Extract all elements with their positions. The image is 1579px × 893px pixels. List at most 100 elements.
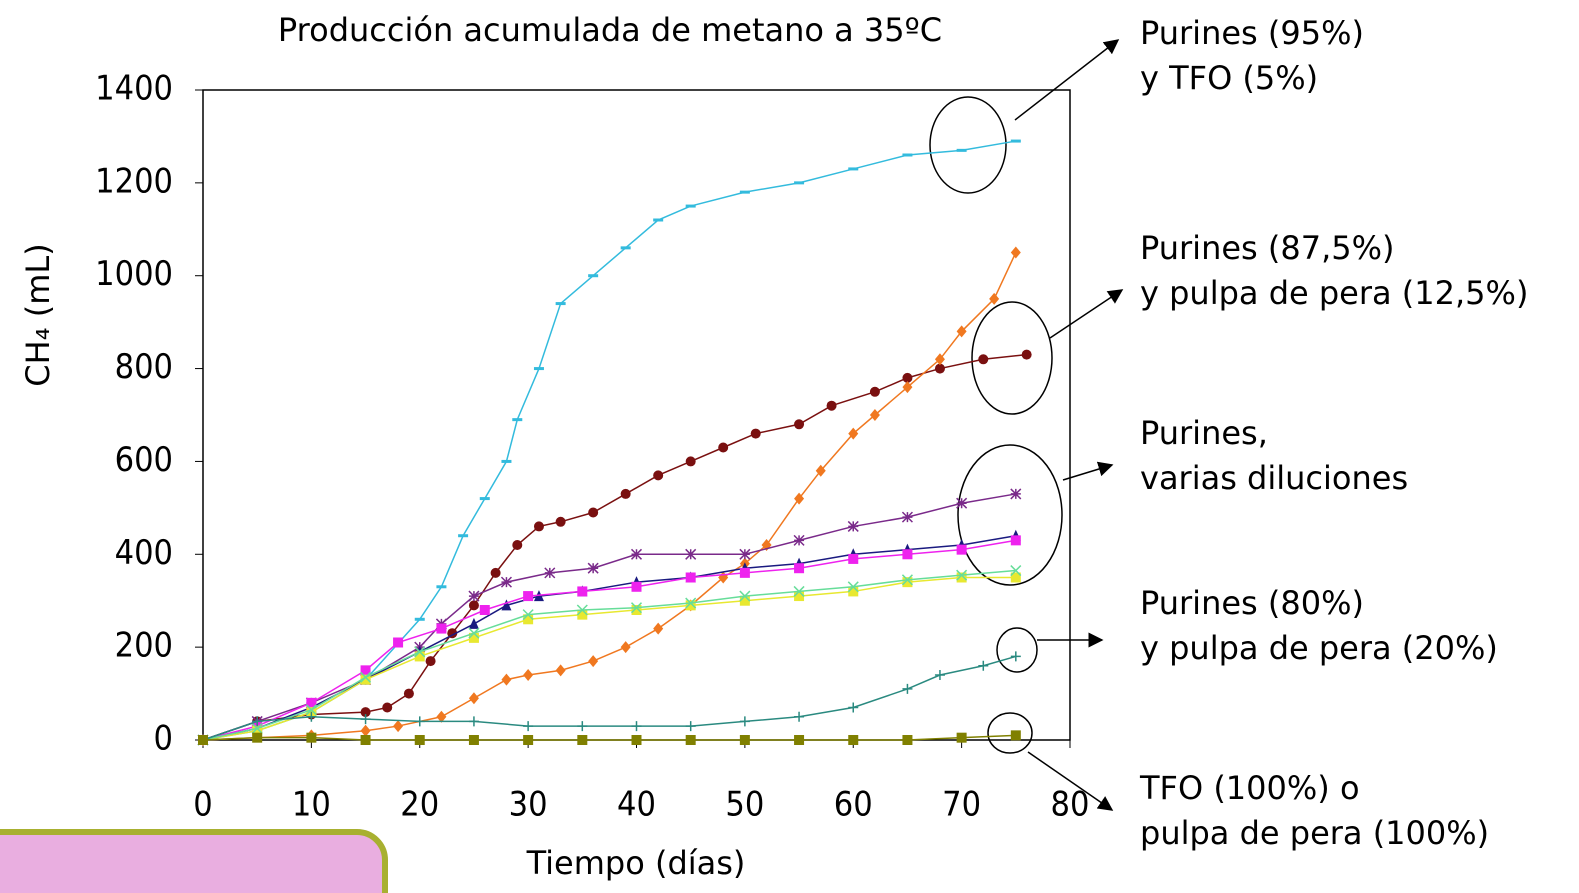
point	[468, 632, 479, 643]
point	[1010, 246, 1021, 259]
point	[382, 702, 393, 713]
point	[869, 409, 880, 421]
point	[555, 664, 566, 677]
series	[198, 246, 1021, 746]
point	[956, 572, 967, 583]
x-tick-label: 60	[834, 785, 873, 825]
point	[902, 577, 913, 588]
point	[718, 442, 729, 453]
point	[847, 520, 859, 532]
point	[989, 292, 1000, 305]
point	[685, 600, 696, 611]
y-tick-label: 1000	[95, 254, 173, 294]
point	[869, 386, 880, 397]
point	[252, 725, 263, 736]
point	[468, 600, 479, 611]
x-tick-label: 50	[725, 785, 764, 825]
x-tick-label: 70	[942, 785, 981, 825]
point	[739, 590, 751, 602]
y-tick-label: 400	[115, 533, 173, 573]
x-tick-label: 20	[400, 785, 439, 825]
point	[523, 721, 534, 732]
ellipse	[996, 627, 1038, 673]
point	[848, 735, 859, 745]
point	[793, 585, 805, 597]
point	[956, 544, 967, 555]
ellipse	[987, 712, 1033, 754]
point	[1010, 730, 1021, 741]
point	[468, 735, 479, 745]
point	[306, 711, 317, 722]
point	[252, 716, 263, 727]
point	[902, 683, 913, 694]
point	[576, 604, 588, 616]
point	[533, 521, 544, 532]
point	[360, 674, 371, 685]
point	[251, 722, 263, 734]
point	[848, 553, 859, 564]
point	[523, 614, 534, 625]
point	[403, 688, 414, 699]
point	[653, 470, 664, 481]
point	[794, 563, 805, 574]
point	[685, 572, 696, 583]
point	[685, 597, 697, 609]
point	[305, 704, 317, 716]
point	[1010, 565, 1022, 577]
point	[620, 488, 631, 499]
point	[414, 716, 425, 727]
point	[718, 571, 729, 584]
point	[630, 548, 643, 560]
series-line	[202, 140, 1016, 741]
point	[848, 427, 859, 440]
annotation: pulpa de pera (100%)	[1140, 814, 1489, 852]
point	[425, 656, 436, 667]
series	[198, 730, 1021, 745]
annotation: TFO (100%) o	[1139, 769, 1360, 807]
x-tick-label: 80	[1051, 785, 1090, 825]
point	[1021, 349, 1032, 360]
point	[902, 381, 913, 394]
point	[360, 724, 371, 737]
point	[620, 641, 631, 654]
point	[848, 702, 859, 713]
point	[685, 456, 696, 467]
point	[1010, 535, 1021, 546]
arrow	[1027, 751, 1114, 811]
point	[523, 669, 534, 681]
series-line	[202, 539, 1016, 741]
point	[902, 735, 913, 745]
point	[501, 599, 512, 611]
point	[577, 586, 588, 597]
point	[501, 673, 512, 686]
point	[794, 492, 805, 505]
point	[468, 627, 480, 639]
point	[934, 363, 945, 374]
annotation: y pulpa de pera (20%)	[1140, 629, 1498, 667]
point	[739, 548, 751, 560]
point	[653, 622, 664, 635]
point	[414, 646, 426, 658]
point	[739, 735, 750, 745]
ellipse	[971, 301, 1053, 415]
point	[544, 567, 556, 579]
series-line	[202, 493, 1016, 741]
point	[794, 711, 805, 722]
point	[685, 548, 697, 560]
point	[436, 623, 447, 634]
point	[685, 735, 696, 745]
point	[739, 595, 750, 606]
y-tick-label: 600	[115, 440, 173, 480]
point	[555, 516, 566, 527]
annotation: Purines (95%)	[1140, 14, 1364, 52]
point	[793, 534, 805, 546]
series	[198, 651, 1021, 745]
point	[414, 735, 425, 745]
point	[739, 716, 750, 727]
point	[393, 637, 404, 648]
point	[523, 735, 534, 745]
point	[978, 660, 989, 671]
point	[815, 464, 826, 477]
decor-box	[0, 829, 388, 893]
chart-title: Producción acumulada de metano a 35ºC	[278, 11, 942, 49]
